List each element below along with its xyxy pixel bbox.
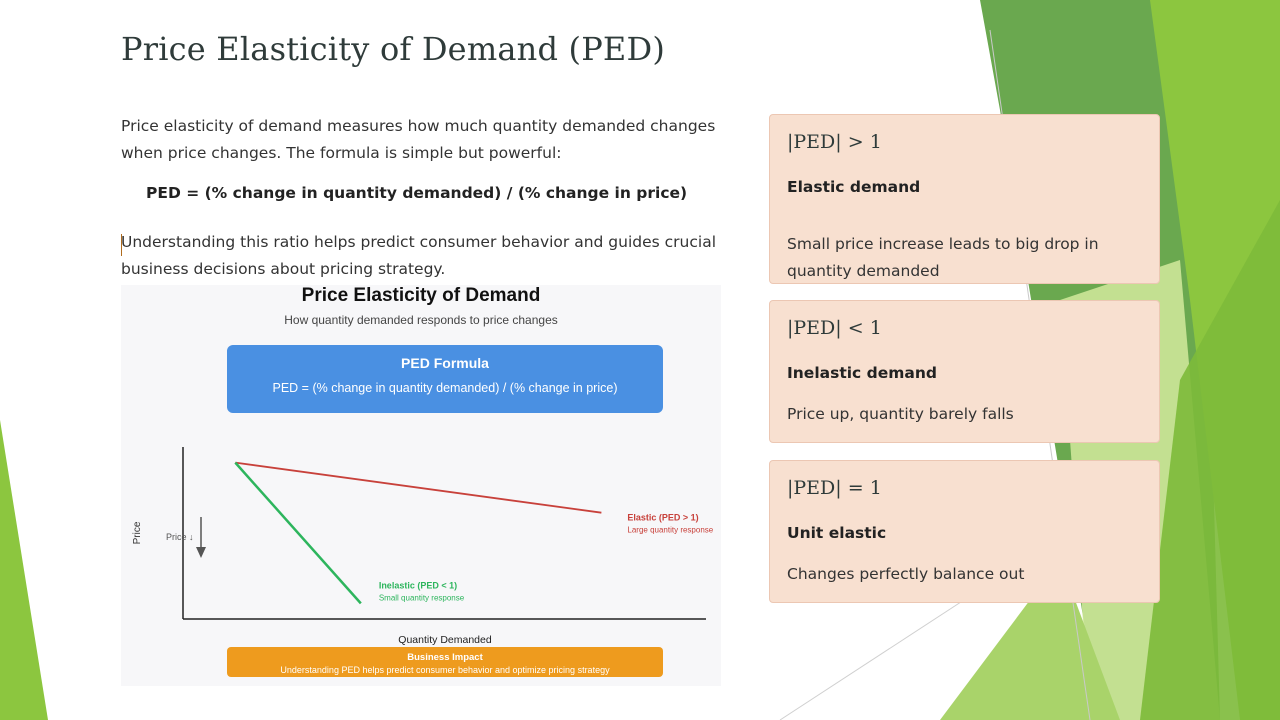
card-symbol: |PED| = 1 [787, 477, 882, 499]
demand-chart: Price Quantity Demanded Price ↓ Elastic … [132, 447, 714, 646]
conclusion-paragraph: Understanding this ratio helps predict c… [121, 233, 716, 278]
card-label: Unit elastic [787, 524, 887, 542]
card-label: Inelastic demand [787, 364, 937, 382]
series-label: Elastic (PED > 1) [627, 513, 698, 523]
ped-infographic: Price Elasticity of Demand How quantity … [121, 285, 721, 686]
intro-paragraph: Price elasticity of demand measures how … [121, 117, 716, 162]
y-axis-label: Price [132, 521, 143, 544]
card-symbol: |PED| < 1 [787, 317, 882, 339]
card-description: Small price increase leads to big drop i… [787, 235, 1099, 280]
business-impact-box: Business Impact Understanding PED helps … [227, 647, 663, 677]
formula-box-text: PED = (% change in quantity demanded) / … [272, 381, 618, 395]
series-note: Small quantity response [379, 593, 465, 602]
series-note: Large quantity response [627, 526, 713, 535]
card-inelastic: |PED| < 1 Inelastic demand Price up, qua… [769, 300, 1160, 443]
card-elastic: |PED| > 1 Elastic demand Small price inc… [769, 114, 1160, 284]
formula-box: PED Formula PED = (% change in quantity … [227, 345, 663, 413]
card-description: Changes perfectly balance out [787, 565, 1025, 583]
figure-subtitle: How quantity demanded responds to price … [284, 313, 558, 327]
card-label: Elastic demand [787, 178, 921, 196]
series-label: Inelastic (PED < 1) [379, 580, 457, 590]
slide-title: Price Elasticity of Demand (PED) [121, 30, 666, 68]
series-line-elastic [235, 461, 602, 514]
series-line-inelastic [234, 461, 362, 605]
card-description: Price up, quantity barely falls [787, 405, 1014, 423]
price-arrow-label: Price ↓ [166, 532, 194, 542]
formula-text: PED = (% change in quantity demanded) / … [146, 184, 688, 202]
impact-box-text: Understanding PED helps predict consumer… [280, 665, 610, 675]
right-mid-green-wedge [1140, 200, 1280, 720]
card-symbol: |PED| > 1 [787, 131, 882, 153]
text-cursor [121, 234, 122, 256]
price-down-arrow-icon [196, 547, 206, 558]
x-axis-label: Quantity Demanded [398, 634, 492, 646]
figure-title: Price Elasticity of Demand [301, 285, 541, 306]
left-green-wedge [0, 420, 48, 720]
impact-box-title: Business Impact [407, 652, 483, 663]
formula-box-title: PED Formula [401, 355, 489, 371]
card-unit-elastic: |PED| = 1 Unit elastic Changes perfectly… [769, 460, 1160, 603]
